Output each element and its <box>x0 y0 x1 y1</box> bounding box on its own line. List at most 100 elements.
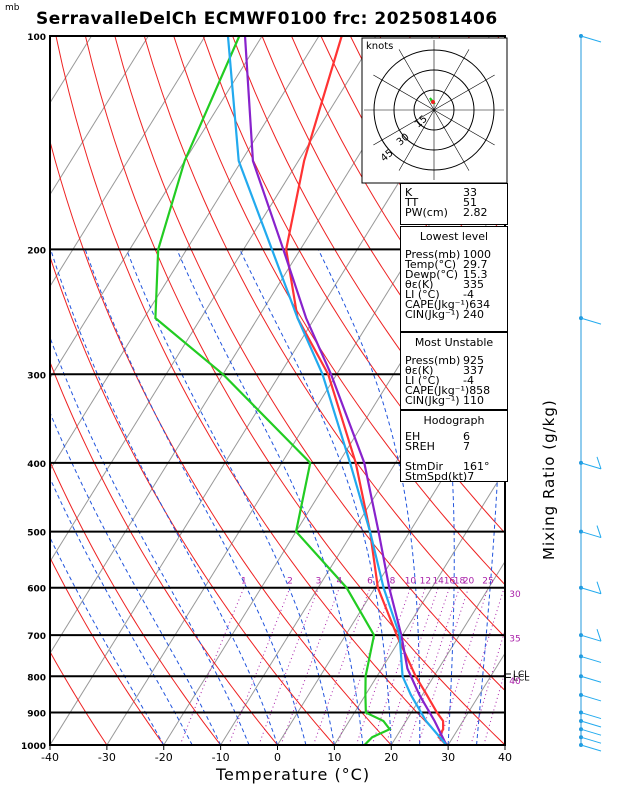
mixing-ratio-label: 8 <box>390 577 396 587</box>
dry-adiabat-line <box>114 36 505 692</box>
moist-adiabat-line <box>50 411 222 745</box>
ll-cin-value: 240 <box>463 308 484 321</box>
x-tick-label: -10 <box>212 751 230 764</box>
dry-adiabat-line <box>50 556 165 745</box>
ll-temp-value: 29.7 <box>463 258 488 271</box>
mu-press-label: Press(mb) <box>405 354 461 367</box>
dry-adiabat-line <box>50 139 392 745</box>
ll-li-label: LI (°C) <box>405 288 440 301</box>
hodograph-spoke <box>398 109 435 171</box>
lowest-level-panel: Lowest level Press(mb) 1000 Temp(°C) 29.7 … <box>400 226 508 332</box>
moist-adiabat-line <box>239 249 392 745</box>
mu-press-value: 925 <box>463 354 484 367</box>
mixing-ratio-line <box>483 669 505 745</box>
x-tick-label: 10 <box>327 751 341 764</box>
wind-barb-staff <box>580 35 602 43</box>
mixing-ratio-line <box>397 587 450 745</box>
dry-adiabat-line <box>556 36 618 745</box>
eh-value: 6 <box>463 430 470 443</box>
ll-li-value: -4 <box>463 288 474 301</box>
mu-li-label: LI (°C) <box>405 374 440 387</box>
hodograph-spoke <box>433 109 495 146</box>
dry-adiabat-line <box>55 36 449 745</box>
isotherm-line <box>333 468 505 745</box>
lcl-label: LCL <box>513 670 529 680</box>
wind-barb-staff <box>580 744 602 752</box>
x-axis-label: Temperature (°C) <box>216 765 371 784</box>
index-tt-label: TT <box>405 196 419 209</box>
wind-barb-staff <box>580 317 602 325</box>
hodograph-params-panel: Hodograph EH 6 SREH 7 StmDir 161° StmSpd(kt… <box>400 410 508 482</box>
dry-adiabat-line <box>50 460 222 745</box>
most-unstable-header: Most Unstable <box>414 336 494 349</box>
stmdir-value: 161° <box>463 460 490 473</box>
mixing-ratio-label: 2 <box>287 577 293 587</box>
x-tick-label: -20 <box>155 751 173 764</box>
wind-barb-flag <box>596 581 602 594</box>
most-unstable-panel: Most Unstable Press(mb) 925 θε(K) 337 LI (… <box>400 332 508 410</box>
hodograph-spoke <box>433 49 470 111</box>
wetbulb-profile-line <box>226 36 448 745</box>
pressure-tick-label: 300 <box>27 371 46 381</box>
ll-press-label: Press(mb) <box>405 248 461 261</box>
isotherm-line <box>50 36 434 655</box>
mixing-ratio-label: 30 <box>509 590 521 600</box>
wind-barb-staff <box>580 655 602 663</box>
wind-barb-staff <box>580 728 602 736</box>
x-tick-label: 30 <box>441 751 455 764</box>
mu-li-value: -4 <box>463 374 474 387</box>
ll-press-value: 1000 <box>463 248 491 261</box>
pressure-tick-label: 700 <box>27 632 46 642</box>
hodograph-spoke <box>433 74 495 111</box>
dry-adiabat-line <box>527 36 618 745</box>
mixing-ratio-label: 18 <box>454 577 466 587</box>
mu-thetae-value: 337 <box>463 364 484 377</box>
isotherm-line <box>50 36 377 563</box>
eh-label: EH <box>405 430 421 443</box>
lowest-level-header: Lowest level <box>419 230 489 243</box>
mixing-ratio-label: 40 <box>509 677 521 687</box>
temperature-profile-line <box>285 36 448 745</box>
hodograph-spoke <box>433 109 470 171</box>
pressure-tick-label: 600 <box>27 585 46 595</box>
moist-adiabat-line <box>50 477 193 745</box>
wind-barb-staff <box>580 736 602 744</box>
hodograph-unit-label: knots <box>366 41 393 52</box>
isotherm-line <box>50 36 263 380</box>
dewpoint-profile-line <box>154 36 392 745</box>
index-k-value: 33 <box>463 186 477 199</box>
sreh-label: SREH <box>405 440 435 453</box>
wind-barb-staff <box>580 694 602 702</box>
wind-barb-staff <box>580 462 602 470</box>
mixing-ratio-line <box>258 587 319 745</box>
ll-cape-value: 634 <box>469 298 491 311</box>
isotherm-line <box>50 36 149 196</box>
dry-adiabat-line <box>143 36 505 638</box>
dry-adiabat-line <box>202 36 505 534</box>
x-tick-label: 40 <box>498 751 512 764</box>
hodograph-storm-marker <box>431 100 435 104</box>
mixing-ratio-label: 6 <box>367 577 373 587</box>
moist-adiabat-line <box>50 336 250 745</box>
mu-cape-value: 858 <box>469 384 491 397</box>
mixing-ratio-label: 16 <box>444 577 456 587</box>
wind-barb-staff <box>580 634 602 642</box>
mixing-ratio-label: 35 <box>509 634 520 644</box>
stmspd-value: 7 <box>467 470 475 483</box>
dry-adiabat-line <box>173 36 505 586</box>
index-pw-label: PW(cm) <box>405 206 448 219</box>
mixing-ratio-label: 20 <box>463 577 475 587</box>
isotherm-line <box>390 560 505 745</box>
index-k-label: K <box>405 186 413 199</box>
stmspd-label: StmSpd(kt) <box>405 470 468 483</box>
isotherm-line <box>50 36 320 471</box>
mixing-ratio-line <box>470 628 505 745</box>
dry-adiabat-line <box>50 650 108 745</box>
x-tick-label: -30 <box>98 751 116 764</box>
mixing-ratio-label: 25 <box>482 577 493 587</box>
mu-cape-label: CAPE(Jkg⁻¹) <box>405 384 470 397</box>
pressure-tick-label: 500 <box>27 529 46 539</box>
mu-cin-label: CIN(Jkg⁻¹) <box>405 394 460 407</box>
chart-title: SerravalleDelCh ECMWF0100 frc: 202508140… <box>36 9 498 29</box>
parcel-profile-line <box>243 36 448 745</box>
